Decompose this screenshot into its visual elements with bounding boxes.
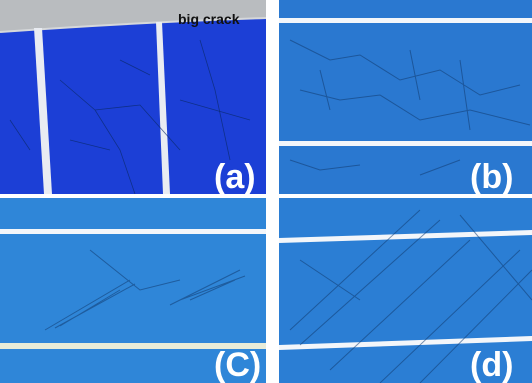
panel-d: (d) <box>279 198 532 383</box>
panel-a: big crack (a) <box>0 0 266 196</box>
panel-label: (C) <box>214 346 261 383</box>
annotation: big crack <box>178 11 240 27</box>
panel-c: (C) <box>0 198 266 383</box>
panel-label: (a) <box>214 158 256 196</box>
panel-b: (b) <box>279 0 532 196</box>
figure: big crack (a) (b) (C) (d) <box>0 0 532 383</box>
panel-label: (b) <box>470 158 513 196</box>
panel-label: (d) <box>470 346 513 383</box>
